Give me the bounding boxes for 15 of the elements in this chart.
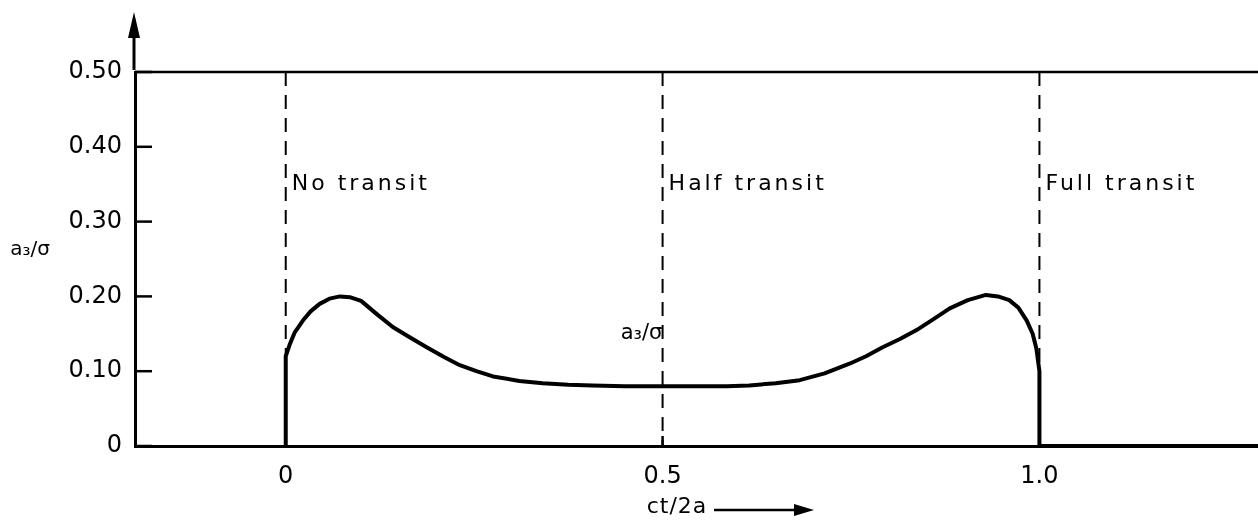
ref-line-label: Half transit <box>668 169 827 195</box>
x-axis-title: ct/2a <box>645 493 709 518</box>
y-tick-label: 0.20 <box>68 280 122 309</box>
y-tick-label: 0.10 <box>68 355 122 384</box>
ref-line-label: No transit <box>291 169 430 195</box>
y-tick-label: 0.30 <box>68 205 122 234</box>
y-tick-label: 0.40 <box>68 131 122 160</box>
annotation: a₃/σ <box>620 320 663 345</box>
x-tick-label: 0 <box>278 460 294 489</box>
y-axis-title: a₃/σ <box>9 236 51 260</box>
x-tick-label: 0.5 <box>643 460 682 489</box>
y-tick-label: 0.50 <box>68 56 122 85</box>
y-tick-label: 0 <box>106 430 122 459</box>
x-tick-label: 1.0 <box>1020 460 1059 489</box>
ref-line-label: Full transit <box>1045 169 1198 195</box>
